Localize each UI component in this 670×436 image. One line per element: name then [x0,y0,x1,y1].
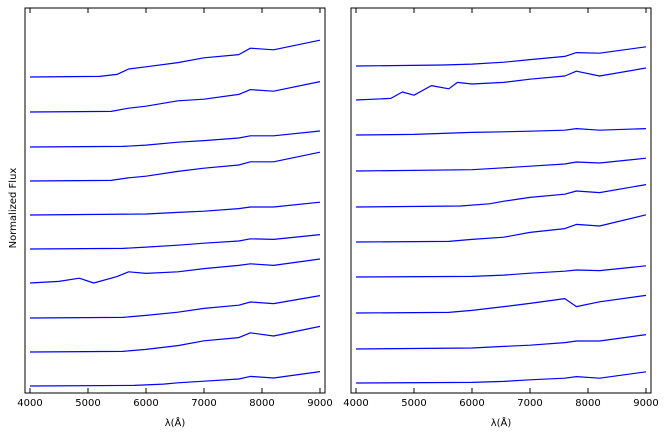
spectrum-line-left-7 [29,258,321,284]
x-tick-label-left-7000: 7000 [191,398,216,409]
spectrum-line-right-2 [355,67,647,101]
tick-group-right: 4000 5000 6000 7000 8000 9000 [343,8,659,409]
x-axis-label-right: λ(Å) [491,416,512,429]
x-tick-label-left-4000: 4000 [17,398,42,409]
spectrum-line-right-1 [355,46,647,67]
spectrum-line-left-8 [29,295,321,319]
x-tick-label-left-9000: 9000 [307,398,332,409]
spectrum-line-right-6 [355,214,647,243]
spectrum-line-left-6 [29,234,321,250]
y-axis-label: Normalized Flux [8,168,19,249]
x-tick-label-right-9000: 9000 [633,398,658,409]
panel-left-frame [24,7,326,394]
series-group-right [355,46,647,384]
tick-group-left: 4000 5000 6000 7000 8000 9000 [17,8,333,409]
spectrum-line-right-9 [355,334,647,350]
panel-left: 4000 5000 6000 7000 8000 9000 λ(Å) [17,7,333,429]
x-tick-label-right-6000: 6000 [459,398,484,409]
x-tick-label-right-4000: 4000 [343,398,368,409]
x-tick-label-right-8000: 8000 [575,398,600,409]
x-tick-label-right-5000: 5000 [401,398,426,409]
x-tick-label-left-6000: 6000 [133,398,158,409]
spectrum-line-left-9 [29,325,321,353]
spectrum-line-left-4 [29,151,321,182]
x-tick-label-left-8000: 8000 [249,398,274,409]
x-tick-label-left-5000: 5000 [75,398,100,409]
panel-right: 4000 5000 6000 7000 8000 9000 λ(Å) [343,7,659,429]
spectrum-line-right-4 [355,157,647,172]
spectrum-line-right-5 [355,184,647,208]
x-tick-label-right-7000: 7000 [517,398,542,409]
x-axis-label-left: λ(Å) [165,416,186,429]
spectrum-line-right-7 [355,265,647,278]
spectrum-line-left-3 [29,130,321,148]
panel-right-frame [350,7,652,394]
spectrum-line-right-8 [355,294,647,314]
series-group-left [29,39,321,387]
spectrum-line-left-5 [29,201,321,216]
spectrum-line-left-1 [29,39,321,78]
spectrum-line-left-10 [29,371,321,387]
spectrum-line-right-10 [355,371,647,384]
spectrum-line-right-3 [355,128,647,136]
spectrum-line-left-2 [29,81,321,113]
